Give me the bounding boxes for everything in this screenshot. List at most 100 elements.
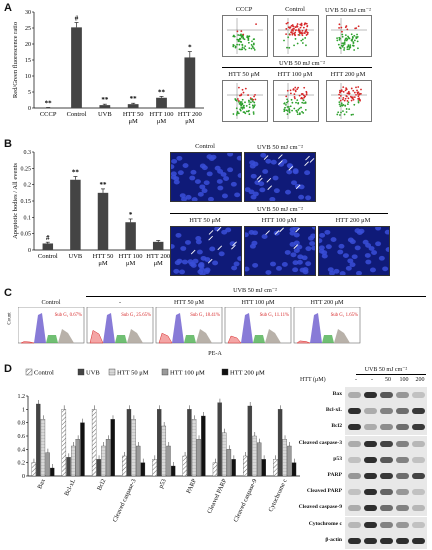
nucleus bbox=[338, 243, 345, 249]
micro-b-label-4: HTT 100 μM bbox=[261, 217, 297, 224]
chart-a-xlabel-0-0: CCCP bbox=[40, 111, 57, 118]
flow-point-red bbox=[285, 95, 288, 98]
flow-point-red bbox=[355, 27, 358, 30]
flow-point-red bbox=[341, 30, 343, 33]
blot-band bbox=[412, 537, 425, 544]
flow-point-green bbox=[344, 39, 346, 42]
chart-d-bar-2-3 bbox=[105, 439, 111, 477]
chart-d-bar-8-3 bbox=[287, 445, 292, 477]
nucleus bbox=[285, 189, 292, 195]
chart-a-mark-5: * bbox=[188, 44, 192, 52]
flow-point-green bbox=[295, 109, 298, 112]
nucleus bbox=[276, 266, 283, 271]
flow-point-red bbox=[242, 33, 245, 36]
chart-d-bar-6-2 bbox=[222, 432, 227, 477]
flow-point-green bbox=[301, 101, 304, 104]
flow-point-green bbox=[288, 46, 291, 49]
chart-b-ytick-label-6: 0.3 bbox=[24, 150, 32, 156]
arrow-icon bbox=[266, 178, 272, 183]
chart-d-bar-3-4 bbox=[140, 462, 146, 477]
flow-point-green bbox=[340, 102, 343, 105]
flow-point-green bbox=[243, 47, 246, 50]
chart-a-mark-0: ** bbox=[45, 100, 53, 108]
nucleus bbox=[384, 229, 389, 235]
flow-point-red bbox=[358, 97, 361, 100]
nucleus bbox=[177, 170, 184, 176]
nucleus bbox=[237, 256, 241, 261]
flow-point-green bbox=[353, 103, 356, 106]
flow-point-red bbox=[342, 96, 345, 99]
flow-point-green bbox=[250, 47, 253, 50]
flow-point-green bbox=[246, 35, 249, 38]
chart-b-bar-2 bbox=[97, 192, 109, 250]
hist-c-label-2: - bbox=[118, 299, 122, 306]
nucleus bbox=[327, 267, 334, 273]
flow-point-green bbox=[343, 113, 346, 116]
micro-nuclei bbox=[245, 153, 315, 201]
flow-point-green bbox=[238, 48, 241, 51]
flow-point-green bbox=[341, 33, 344, 36]
flow-point-red bbox=[343, 99, 346, 102]
flow-point-green bbox=[352, 113, 354, 116]
micro-b-label-3: HTT 50 μM bbox=[189, 217, 221, 224]
flow-point-red bbox=[357, 86, 360, 88]
nucleus bbox=[296, 259, 303, 265]
chart-a-ytick-label-6: 30 bbox=[25, 10, 31, 16]
legend-label-1: UVB bbox=[86, 370, 100, 377]
nucleus bbox=[319, 232, 326, 238]
nucleus bbox=[260, 153, 267, 158]
flow-point-green bbox=[241, 106, 244, 109]
hist-c-group-line bbox=[86, 296, 426, 297]
flow-point-green bbox=[249, 101, 252, 104]
flow-a-group-label: UVB 50 mJ cm⁻² bbox=[278, 60, 325, 67]
flow-a-label-2: Control bbox=[285, 6, 305, 13]
blot-lane-label-4: 200 bbox=[415, 377, 425, 383]
flow-point-green bbox=[251, 40, 253, 43]
nucleus bbox=[214, 227, 221, 232]
nucleus bbox=[385, 247, 389, 252]
chart-a-xlabel-4-1: μM bbox=[157, 118, 166, 125]
flow-point-red bbox=[289, 92, 292, 95]
flow-point-red bbox=[359, 92, 362, 95]
blot-band bbox=[412, 408, 425, 415]
flow-point-green bbox=[237, 112, 240, 115]
nucleus bbox=[351, 254, 358, 260]
flow-point-green bbox=[241, 103, 244, 105]
flow-point-green bbox=[351, 39, 353, 42]
arrow-icon bbox=[295, 184, 301, 190]
flow-point-green bbox=[253, 105, 256, 108]
flow-plot-htt200 bbox=[326, 80, 372, 122]
flow-point-red bbox=[340, 90, 343, 93]
flow-point-green bbox=[336, 39, 339, 42]
flow-point-green bbox=[297, 109, 300, 111]
hist-g1-peak-1 bbox=[103, 313, 115, 343]
flow-point-red bbox=[293, 93, 296, 96]
nucleus bbox=[265, 270, 272, 275]
arrow-icon bbox=[258, 177, 263, 183]
nucleus bbox=[349, 262, 356, 268]
chart-a-ytick-label-5: 25 bbox=[25, 26, 31, 32]
nucleus bbox=[262, 169, 269, 174]
flow-point-green bbox=[338, 101, 341, 103]
chart-d-bar-6-0 bbox=[212, 462, 218, 477]
nucleus bbox=[307, 235, 314, 241]
nucleus bbox=[354, 245, 361, 251]
nucleus bbox=[190, 169, 197, 175]
blot-group-label: UVB 50 mJ cm⁻² bbox=[364, 367, 408, 373]
arrow-icon bbox=[278, 154, 283, 159]
blot-band bbox=[412, 392, 425, 398]
arrow-icon bbox=[278, 160, 283, 165]
flow-a-label-5: HTT 100 μM bbox=[277, 71, 313, 78]
flow-a-label-3: UVB 50 mJ cm⁻² bbox=[324, 7, 371, 14]
nucleus bbox=[198, 263, 205, 269]
flow-point-green bbox=[356, 40, 359, 43]
nucleus bbox=[206, 171, 213, 177]
nucleus bbox=[273, 188, 280, 194]
flow-point-green bbox=[304, 109, 307, 111]
chart-d-xlabel-7: Cleaved caspase-9 bbox=[232, 478, 258, 523]
flow-point-red bbox=[249, 97, 252, 100]
chart-b-xlabel-1-0: UVB bbox=[69, 253, 83, 260]
blot-band bbox=[396, 489, 409, 496]
blot-band bbox=[348, 505, 361, 512]
flow-point-red bbox=[355, 86, 357, 89]
